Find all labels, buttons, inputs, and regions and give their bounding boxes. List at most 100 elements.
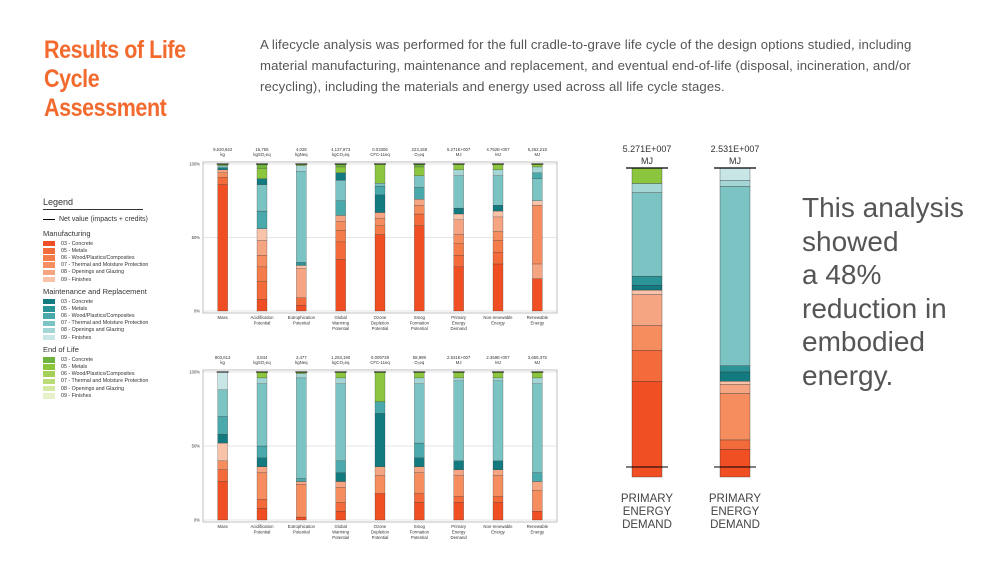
bar-segment	[414, 187, 425, 200]
category-label: Eutrophication	[288, 315, 316, 320]
bar-segment	[296, 268, 307, 298]
bar-total-unit: kgNeq	[295, 152, 308, 157]
bar-segment	[631, 325, 663, 351]
legend-divider	[43, 209, 143, 210]
summary-line: embodied	[802, 326, 925, 357]
bar-segment	[414, 493, 425, 503]
legend-swatch	[43, 320, 55, 327]
category-label: Potential	[254, 530, 271, 535]
legend-swatch	[43, 334, 55, 341]
bar-segment	[532, 371, 543, 379]
bar-segment	[217, 460, 228, 470]
legend-item: 09 - Finishes	[43, 276, 193, 283]
bar-segment	[492, 377, 504, 382]
y-tick-label: 100%	[189, 162, 200, 167]
bar-segment	[414, 199, 425, 206]
bar-segment	[719, 381, 751, 385]
bar-segment	[256, 508, 268, 521]
bar-segment	[335, 502, 346, 512]
category-label: PRIMARY	[709, 493, 762, 505]
summary-line: This analysis	[802, 192, 964, 223]
bar-total-unit: O₃eq	[414, 360, 424, 365]
bar-total-value: 5.271E+007	[447, 147, 471, 152]
bar-total-value: 15,755	[255, 147, 269, 152]
bar-segment	[256, 255, 268, 268]
bar-total-value: 58,999	[413, 355, 427, 360]
legend-swatch	[43, 255, 55, 261]
bar-segment	[217, 167, 228, 171]
legend-item: 05 - Metals	[43, 363, 193, 370]
bar-segment	[719, 384, 751, 394]
bar-segment	[256, 240, 268, 256]
bar-segment	[256, 299, 268, 312]
legend-item: 09 - Finishes	[43, 334, 193, 341]
bar-segment	[492, 205, 504, 212]
legend-item-label: 08 - Openings and Glazing	[61, 269, 125, 276]
category-label: Acidification	[251, 524, 275, 529]
bar-segment	[335, 230, 346, 243]
category-label: Potential	[293, 530, 310, 535]
bar-total-unit: CFC-11eq	[370, 152, 390, 157]
bar-segment	[217, 169, 228, 173]
bar-segment	[217, 469, 228, 482]
bar-segment	[492, 380, 504, 461]
legend-group-title: Maintenance and Replacement	[43, 287, 147, 297]
bar-segment	[719, 186, 751, 366]
bar-segment	[492, 163, 504, 171]
legend-item-label: 05 - Metals	[61, 247, 88, 254]
category-label: Energy	[531, 530, 545, 535]
bar-segment	[217, 416, 228, 435]
bar-segment	[719, 371, 751, 382]
bar-segment	[374, 371, 386, 402]
category-label: Non-renewable	[483, 524, 513, 529]
bar-segment	[453, 163, 464, 171]
bar-segment	[492, 460, 504, 470]
legend-swatch	[43, 378, 55, 385]
legend-title: Legend	[43, 197, 74, 207]
bar-segment	[492, 252, 504, 265]
bar-segment	[217, 442, 228, 461]
bar-segment	[492, 216, 504, 232]
bar-segment	[414, 371, 425, 379]
legend-swatch	[43, 276, 55, 283]
bar-total-value: 2.531E+007	[711, 144, 760, 154]
category-label: PRIMARY	[621, 493, 674, 505]
category-label: Renewable	[527, 524, 549, 529]
legend-item-label: 06 - Wood/Plastics/Composites	[61, 371, 135, 378]
bar-segment	[719, 365, 751, 373]
category-label: Acidification	[251, 315, 275, 320]
bar-segment	[296, 377, 307, 479]
bar-segment	[453, 266, 464, 312]
bar-segment	[453, 255, 464, 268]
bar-segment	[631, 381, 663, 478]
bar-segment	[296, 262, 307, 266]
bar-total-value: 5,262,218	[528, 147, 548, 152]
legend-swatch	[43, 357, 55, 363]
legend-swatch	[43, 262, 55, 268]
bar-segment	[256, 163, 268, 169]
category-label: Ozone	[374, 315, 387, 320]
legend-group-title: Manufacturing	[43, 229, 91, 238]
bar-total-unit: kgCO₂eq	[332, 152, 350, 157]
category-label: Smog	[414, 315, 426, 320]
legend-swatch	[43, 306, 55, 312]
legend-item-label: 06 - Wood/Plastics/Composites	[61, 254, 135, 261]
legend-swatch	[43, 298, 55, 305]
bar-segment	[631, 167, 663, 184]
legend-swatch	[43, 327, 55, 334]
bar-segment	[414, 442, 425, 458]
bar-total-unit: MJ	[456, 152, 462, 157]
y-tick-label: 0%	[194, 518, 200, 523]
category-label: Potential	[332, 326, 349, 331]
bar-segment	[296, 484, 307, 518]
summary-statement: This analysis showed a 48% reduction in embo…	[802, 191, 982, 392]
category-label: Energy	[491, 321, 505, 326]
legend-item: 08 - Openings and Glazing	[43, 327, 193, 334]
legend-item-label: 06 - Wood/Plastics/Composites	[61, 313, 135, 320]
bar-segment	[414, 472, 425, 494]
legend-item-label: 09 - Finishes	[61, 334, 92, 341]
bar-segment	[532, 178, 543, 201]
bar-segment	[532, 490, 543, 512]
bar-segment	[532, 200, 543, 206]
category-label: Formation	[410, 321, 430, 326]
